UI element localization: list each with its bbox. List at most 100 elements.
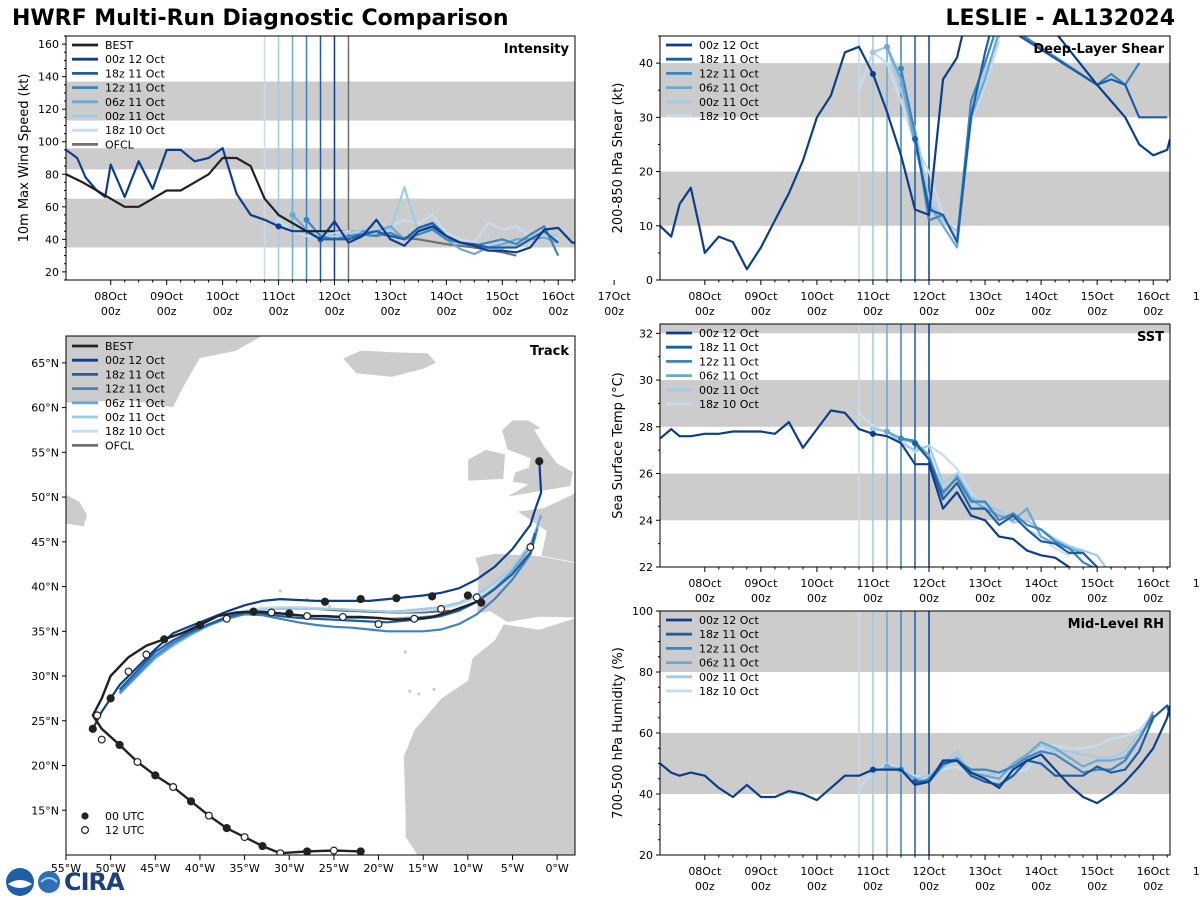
intensity-init-marker-18z-10-oct: [275, 216, 282, 223]
intensity-xtick-sublabel: 00z: [548, 305, 568, 318]
shear-ytick-label: 10: [639, 220, 653, 233]
sst-legend-label: 06z 11 Oct: [699, 370, 759, 383]
rh-xtick-label: 14Oct: [1025, 865, 1059, 878]
sst-xtick-label: 10Oct: [800, 577, 834, 590]
intensity-xtick-sublabel: 00z: [213, 305, 233, 318]
intensity-xtick-label: 16Oct: [542, 290, 576, 303]
intensity-xtick-label: 15Oct: [486, 290, 520, 303]
intensity-xtick-sublabel: 00z: [157, 305, 177, 318]
track-ytick-label: 45°N: [31, 536, 59, 549]
intensity-ytick-label: 140: [38, 71, 59, 84]
shear-init-marker-18z-11-oct: [912, 136, 918, 143]
shear-ylabel: 200-850 hPa Shear (kt): [611, 83, 626, 234]
track-ytick-label: 15°N: [31, 804, 59, 817]
track-xtick-label: 15°W: [408, 862, 438, 875]
rh-chart: 20 40 60 80 100 08Oct 00z 09Oct 00z 10Oct 00z 11Oct…: [611, 605, 1200, 893]
track-ytick-label: 60°N: [31, 402, 59, 415]
intensity-xtick-label: 17Oct: [598, 290, 632, 303]
shear-init-marker-00z-11-oct: [869, 49, 876, 56]
intensity-xtick-sublabel: 00z: [269, 305, 289, 318]
track-point-00utc: [463, 591, 472, 600]
track-xtick-label: 55°W: [51, 862, 81, 875]
shear-init-marker-06z-11-oct: [883, 43, 890, 50]
sst-init-marker-06z-11-oct: [883, 428, 890, 435]
shear-xtick-label: 14Oct: [1025, 290, 1059, 303]
shear-ytick-label: 40: [639, 57, 653, 70]
island-land: [408, 689, 412, 693]
sst-line-18z-11-oct: [914, 442, 1098, 567]
shear-line-18z-11-oct: [913, 36, 1168, 244]
sst-xtick-sublabel: 00z: [751, 592, 771, 605]
sst-init-marker-18z-11-oct: [912, 440, 918, 447]
track-point-00utc: [88, 724, 97, 733]
rh-xtick-sublabel: 00z: [1031, 880, 1051, 893]
intensity-xtick-sublabel: 00z: [101, 305, 121, 318]
track-ytick-label: 30°N: [31, 670, 59, 683]
track-legend-label: OFCL: [105, 439, 135, 452]
track-point-12utc: [329, 846, 338, 855]
intensity-xtick-sublabel: 00z: [325, 305, 345, 318]
track-point-12utc: [437, 604, 446, 613]
sst-legend-label: 00z 11 Oct: [699, 384, 759, 397]
intensity-xtick-label: 08Oct: [94, 290, 128, 303]
track-point-12utc: [142, 650, 151, 659]
sst-xtick-sublabel: 00z: [1143, 592, 1163, 605]
track-map-group: [66, 336, 575, 855]
marker-00utc-label: 00 UTC: [105, 810, 145, 823]
intensity-legend-label: 18z 11 Oct: [105, 67, 165, 80]
rh-legend-label: 00z 11 Oct: [699, 671, 759, 684]
track-point-00utc: [106, 694, 115, 703]
sst-init-marker-12z-11-oct: [897, 435, 904, 442]
track-line-12z-11-oct: [118, 528, 539, 693]
sst-xtick-sublabel: 00z: [919, 592, 939, 605]
intensity-xtick-sublabel: 00z: [436, 305, 456, 318]
rh-line-18z-10-oct: [858, 713, 1155, 789]
sst-line-00z-11-oct: [872, 428, 1107, 567]
intensity-ytick-label: 80: [45, 168, 59, 181]
rh-legend-label: 12z 11 Oct: [699, 642, 759, 655]
intensity-legend-label: 12z 11 Oct: [105, 82, 165, 95]
noaa-globe-icon: [6, 868, 34, 896]
track-point-12utc: [169, 782, 178, 791]
intensity-ytick-label: 20: [45, 266, 59, 279]
shear-line-06z-11-oct: [885, 36, 999, 249]
rh-init-marker-00z-12-oct: [869, 766, 876, 773]
shear-xtick-label: 13Oct: [969, 290, 1003, 303]
marker-12utc-swatch: [80, 825, 89, 834]
rh-xtick-label: 11Oct: [856, 865, 890, 878]
sst-series-group: [660, 409, 1107, 567]
shear-xtick-label: 09Oct: [744, 290, 778, 303]
track-xtick-label: 35°W: [229, 862, 259, 875]
rh-legend-label: 00z 12 Oct: [699, 614, 759, 627]
intensity-xtick-label: 10Oct: [206, 290, 240, 303]
track-point-12utc: [410, 614, 419, 623]
france-land: [516, 492, 575, 563]
rh-xtick-label: 15Oct: [1081, 865, 1115, 878]
intensity-legend-label: 00z 11 Oct: [105, 110, 165, 123]
sst-legend-label: 12z 11 Oct: [699, 355, 759, 368]
track-point-00utc: [186, 797, 196, 806]
sst-ytick-label: 24: [639, 514, 653, 527]
intensity-line-12z-11-oct: [305, 219, 560, 257]
intensity-xtick-label: 14Oct: [430, 290, 464, 303]
intensity-ytick-label: 40: [45, 233, 59, 246]
track-point-00utc: [392, 594, 401, 603]
rh-legend-label: 06z 11 Oct: [699, 657, 759, 670]
shear-title: Deep-Layer Shear: [1033, 42, 1164, 57]
track-point-12utc: [472, 593, 481, 602]
intensity-xtick-label: 11Oct: [262, 290, 296, 303]
rh-xtick-label: 09Oct: [744, 865, 778, 878]
intensity-init-marker-06z-11-oct: [289, 211, 296, 218]
shear-xtick-sublabel: 00z: [1031, 305, 1051, 318]
sst-xtick-sublabel: 00z: [1087, 592, 1107, 605]
track-point-12utc: [124, 667, 133, 676]
newfoundland-land: [66, 494, 88, 527]
sst-ytick-label: 26: [639, 468, 653, 481]
rh-xtick-label: 12Oct: [912, 865, 946, 878]
sst-ytick-label: 22: [639, 561, 653, 574]
sst-ytick-label: 30: [639, 374, 653, 387]
sst-xtick-label: 11Oct: [856, 577, 890, 590]
